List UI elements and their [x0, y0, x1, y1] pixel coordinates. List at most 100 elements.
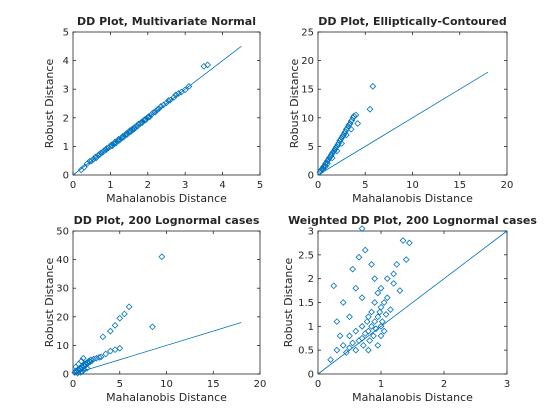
- data-point: [349, 339, 357, 347]
- data-point: [383, 294, 391, 302]
- data-point: [165, 97, 172, 105]
- data-point: [175, 90, 182, 97]
- data-point: [361, 246, 369, 254]
- y-tick-label: 0: [308, 370, 314, 381]
- data-point: [354, 120, 362, 127]
- data-point: [99, 333, 107, 341]
- data-point: [377, 284, 385, 292]
- y-tick-label: 3: [308, 227, 314, 238]
- y-tick-label: 5: [63, 28, 69, 39]
- y-tick-label: 10: [301, 113, 314, 124]
- x-tick-label: 3: [182, 180, 188, 191]
- data-point: [377, 322, 385, 330]
- data-point: [328, 154, 336, 162]
- data-point: [78, 357, 85, 365]
- y-axis-label: Robust Distance: [43, 59, 56, 149]
- data-point: [376, 308, 384, 316]
- data-point: [363, 318, 371, 325]
- data-point: [346, 344, 353, 352]
- data-point: [102, 350, 110, 358]
- data-point: [399, 237, 407, 244]
- data-point: [371, 299, 379, 306]
- data-point: [123, 131, 131, 138]
- data-point: [368, 322, 375, 330]
- data-point: [327, 151, 335, 159]
- y-tick-label: 4: [63, 56, 69, 67]
- x-tick-label: 0: [315, 180, 321, 191]
- data-point: [352, 111, 360, 119]
- data-point: [402, 256, 410, 263]
- data-point: [160, 101, 167, 109]
- data-point: [157, 102, 165, 110]
- data-point: [116, 314, 124, 322]
- data-point: [358, 294, 366, 302]
- data-point: [90, 155, 97, 163]
- data-point: [90, 355, 97, 363]
- data-point: [365, 313, 372, 321]
- axes-box: [317, 31, 508, 176]
- x-axis-label: Mahalanobis Distance: [352, 192, 473, 205]
- data-point: [142, 116, 150, 124]
- data-point: [352, 284, 360, 292]
- data-point: [97, 353, 105, 361]
- data-point: [342, 131, 350, 139]
- reference-line: [72, 322, 242, 375]
- x-tick-label: 5: [257, 180, 263, 191]
- y-tick-label: 5: [308, 142, 314, 153]
- data-point: [121, 310, 128, 318]
- y-tick-label: 50: [56, 227, 69, 238]
- data-point: [150, 109, 157, 117]
- x-tick-label: 2: [145, 180, 151, 191]
- data-point: [366, 337, 374, 344]
- data-point: [380, 327, 388, 335]
- y-tick-label: 0: [63, 171, 69, 182]
- data-point: [349, 265, 357, 273]
- x-axis-label: Mahalanobis Distance: [106, 192, 227, 205]
- x-tick-label: 0: [315, 379, 321, 390]
- y-tick-label: 0: [308, 171, 314, 182]
- y-tick-label: 2: [308, 274, 314, 285]
- data-point: [151, 108, 159, 116]
- x-tick-label: 15: [207, 379, 220, 390]
- data-point: [158, 253, 166, 261]
- data-point: [116, 136, 124, 144]
- data-point: [185, 82, 193, 90]
- data-point: [358, 225, 366, 232]
- x-axis-label: Mahalanobis Distance: [352, 391, 473, 404]
- data-point: [95, 151, 102, 159]
- data-point: [149, 323, 156, 331]
- y-tick-label: 1: [63, 142, 69, 153]
- y-axis-label: Robust Distance: [43, 258, 56, 348]
- y-tick-label: 15: [301, 85, 314, 96]
- axes-box: [72, 230, 261, 375]
- data-point: [333, 346, 341, 354]
- data-point: [74, 369, 82, 377]
- data-point: [346, 313, 353, 321]
- data-point: [80, 163, 88, 171]
- data-point: [342, 349, 350, 356]
- y-tick-label: 3: [63, 85, 69, 96]
- data-point: [88, 357, 96, 365]
- data-point: [108, 142, 116, 150]
- data-point: [95, 354, 103, 361]
- data-point: [83, 160, 91, 167]
- data-point: [153, 106, 161, 114]
- data-point: [405, 239, 413, 247]
- data-point: [129, 126, 137, 134]
- data-point: [330, 282, 338, 290]
- data-point: [120, 133, 127, 141]
- x-tick-label: 20: [254, 379, 267, 390]
- data-point: [355, 253, 363, 261]
- data-point: [170, 93, 178, 101]
- data-point: [377, 303, 385, 311]
- y-tick-label: 20: [56, 312, 69, 323]
- data-point: [100, 147, 108, 155]
- data-point: [125, 303, 133, 311]
- data-point: [374, 289, 382, 297]
- data-point: [127, 128, 135, 135]
- x-tick-label: 0: [70, 379, 76, 390]
- y-tick-label: 2: [63, 113, 69, 124]
- data-point: [366, 105, 374, 113]
- x-tick-label: 1: [378, 379, 384, 390]
- data-point: [77, 368, 84, 376]
